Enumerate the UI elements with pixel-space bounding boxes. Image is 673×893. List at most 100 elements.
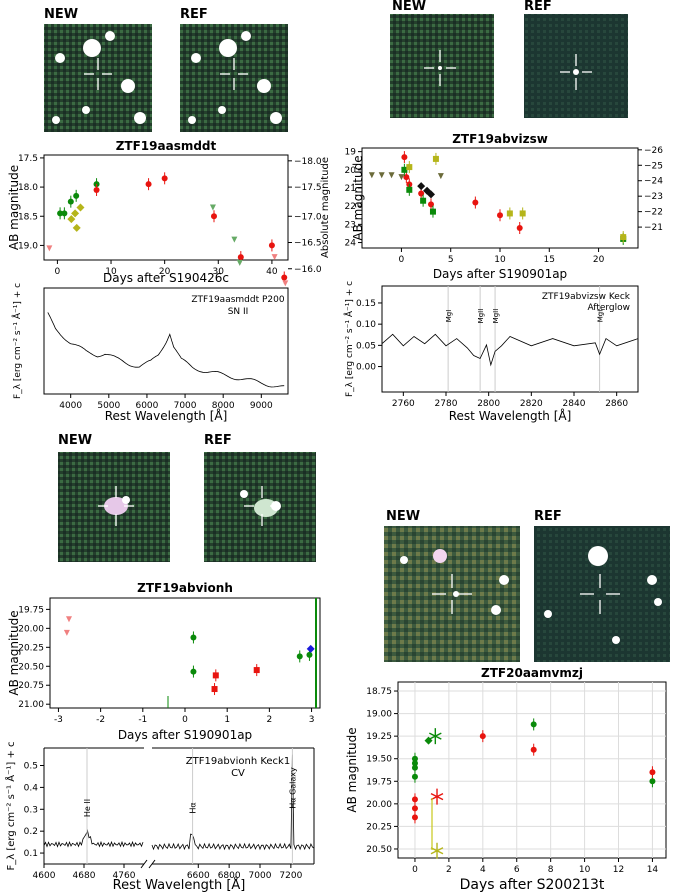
right-tick-label: −21 — [644, 223, 663, 233]
y-tick-label: 20 — [345, 166, 357, 176]
x-tick-label: 12 — [613, 865, 624, 875]
p1-new-label: NEW — [44, 7, 78, 22]
line-label: He II — [83, 799, 92, 817]
spectrum-line — [43, 829, 144, 848]
data-point-r — [210, 213, 217, 220]
y-tick-label: 21 — [345, 184, 356, 194]
data-point-g — [411, 773, 418, 780]
x-tick-label: -1 — [138, 715, 147, 725]
plot-frame — [397, 681, 667, 859]
data-point-r — [411, 814, 418, 821]
p2-ref-label: REF — [524, 0, 552, 14]
y-tick-label: 0.15 — [356, 299, 376, 309]
x-tick-label: 6 — [514, 865, 520, 875]
y-axis-label: AB magnitude — [7, 610, 21, 695]
data-point-r — [281, 274, 288, 281]
x-tick-label: 30 — [213, 267, 225, 277]
data-point-r — [649, 769, 656, 776]
y-tick-label: 24 — [345, 239, 357, 249]
line-label: Hα Galaxy — [288, 767, 297, 809]
data-point-g — [190, 634, 197, 641]
data-point-combined — [306, 644, 315, 653]
p2-new-stamp — [390, 14, 494, 118]
x-axis-label: Days after S190901ap — [433, 267, 567, 281]
x-tick-label: 0 — [412, 865, 418, 875]
y-tick-label: 20.00 — [366, 800, 392, 810]
y-axis-label: AB magnitude — [351, 155, 365, 240]
x-tick-label: 20 — [593, 255, 605, 265]
x-tick-label: 6000 — [135, 401, 158, 411]
data-point-i — [406, 164, 413, 171]
data-point-limits — [388, 172, 395, 179]
data-point-i — [620, 234, 627, 241]
right-tick-label: −26 — [644, 146, 663, 156]
data-point-i — [432, 155, 439, 162]
p4-new-stamp — [384, 526, 520, 662]
p1-spectrum: 4000 5000 6000 7000 8000 9000 Rest Wavelength … — [11, 283, 289, 423]
annotation-line-1: ZTF19aasmddt P200 — [191, 295, 284, 305]
data-point-g — [306, 651, 313, 658]
chart-title: ZTF19abvionh — [137, 581, 233, 595]
y-axis-label: F_λ [erg cm⁻² s⁻¹ Å⁻¹] + c — [11, 283, 23, 399]
x-tick-label: 6800 — [218, 871, 241, 881]
y-tick-label: 0.3 — [24, 805, 38, 815]
right-tick-label: −23 — [644, 192, 663, 202]
y-tick-label: 19.75 — [18, 605, 44, 615]
y-axis-label: F_λ [erg cm⁻² s⁻¹ Å⁻¹] + c — [343, 281, 355, 397]
data-point-r — [516, 225, 523, 231]
y-axis-label: AB magnitude — [7, 165, 21, 250]
y-tick-label: 0.4 — [24, 783, 39, 793]
x-tick-label: 4760 — [113, 871, 136, 881]
y-tick-label: 22 — [345, 202, 356, 212]
spectrum-line — [381, 333, 639, 367]
plot-frame — [49, 597, 321, 709]
data-point-g — [429, 208, 436, 215]
data-point-upper-x — [429, 728, 442, 745]
y-tick-label: 19.50 — [366, 755, 392, 765]
data-point-r — [411, 805, 418, 812]
x-tick-label: 4000 — [59, 401, 82, 411]
plot-frame — [43, 154, 289, 261]
p4-ref-stamp — [534, 526, 670, 662]
x-tick-label: 4 — [480, 865, 486, 875]
data-point-r — [237, 254, 244, 261]
x-tick-label: 10 — [494, 255, 506, 265]
data-point-r — [268, 242, 275, 249]
data-point-i — [76, 203, 85, 212]
x-tick-label: 20 — [159, 267, 171, 277]
data-point-g limits — [236, 259, 243, 266]
y-tick-label: 20.75 — [18, 681, 44, 691]
data-point-limits — [63, 629, 70, 636]
p3-ref-label: REF — [204, 433, 232, 448]
x-tick-label: 6600 — [187, 871, 210, 881]
x-tick-label: 2 — [446, 865, 452, 875]
annotation-line-1: ZTF19abvionh Keck1 — [186, 756, 290, 767]
y-tick-label: 0.00 — [356, 363, 376, 373]
data-point-i — [71, 209, 80, 218]
p3-spectrum: He II Hα Hα Galaxy 4600 4680 4760 6600 6800 7000… — [4, 741, 315, 893]
p4-ref-label: REF — [534, 509, 562, 524]
right-tick-label: −16.5 — [294, 239, 322, 249]
chart-title: ZTF19abvizsw — [452, 132, 548, 146]
p4-new-label: NEW — [386, 509, 420, 524]
y-tick-label: 19.75 — [366, 777, 392, 787]
x-tick-label: 9000 — [250, 401, 273, 411]
p1-lightcurve: ZTF19aasmddt Days after S190426c AB magnit… — [7, 139, 331, 287]
data-point-r limits — [46, 245, 53, 252]
data-point-r — [497, 212, 503, 219]
right-tick-label: −17.0 — [294, 212, 322, 222]
line-label: MgI — [445, 310, 453, 323]
p2-new-label: NEW — [392, 0, 426, 14]
y-tick-label: 18.0 — [18, 183, 38, 193]
x-axis-label: Days after S190901ap — [118, 728, 252, 742]
data-point-g — [411, 764, 418, 771]
p2-stamps: NEW REF — [390, 0, 628, 118]
x-tick-label: 10 — [105, 267, 117, 277]
right-tick-label: −24 — [644, 177, 663, 187]
data-point-r — [530, 746, 537, 753]
x-tick-label: 0 — [399, 255, 405, 265]
data-point-r — [411, 796, 418, 803]
x-tick-label: 2780 — [435, 399, 458, 409]
y-tick-label: 19 — [345, 148, 357, 158]
annotation-line-2: SN II — [228, 307, 249, 317]
